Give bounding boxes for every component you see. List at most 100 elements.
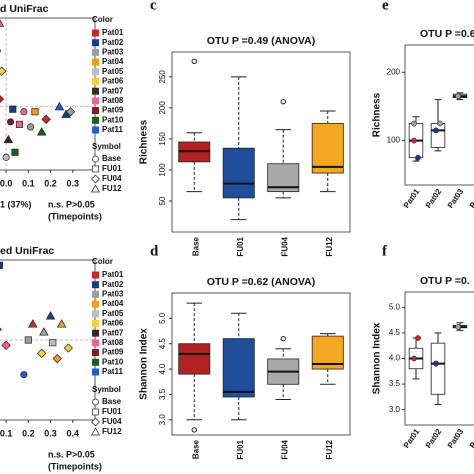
legend-symbol xyxy=(92,165,99,173)
pcoa-panel: d UniFrac 0.0 0.1 0.2 0.3 1 (37%) n.s. P>0.05 (… xyxy=(0,3,124,221)
data-point xyxy=(433,127,439,134)
legend-swatch xyxy=(92,271,99,279)
y-tick-label: 3.0 xyxy=(158,414,167,426)
legend-swatch xyxy=(92,116,99,124)
data-point xyxy=(65,107,76,117)
legend-swatch xyxy=(92,29,99,37)
data-point xyxy=(411,120,417,127)
y-axis-label: Shannon Index xyxy=(372,322,383,394)
box xyxy=(222,147,255,199)
annotation: (Timepoints) xyxy=(48,461,102,471)
legend-swatch xyxy=(92,368,99,376)
y-tick-label: 100 xyxy=(387,136,401,145)
legend-label: Pat02 xyxy=(102,38,124,47)
y-tick-label: 250 xyxy=(158,70,167,84)
x-tick-label: Pat02 xyxy=(424,427,444,450)
y-tick-label: 5.0 xyxy=(158,312,167,324)
data-point xyxy=(455,93,461,100)
x-tick-label: FU01 xyxy=(236,439,245,459)
legend-label: Pat05 xyxy=(102,67,124,76)
data-point xyxy=(0,66,7,76)
legend-label: Base xyxy=(102,154,122,163)
legend-swatch xyxy=(92,310,99,318)
legend-label: Pat10 xyxy=(102,357,124,366)
x-tick-label: FU04 xyxy=(280,439,289,459)
y-tick-label: 3.5 xyxy=(389,379,401,388)
data-point xyxy=(54,101,65,111)
data-point xyxy=(437,120,443,127)
x-tick-label: Pat01 xyxy=(402,187,422,210)
data-point xyxy=(0,19,5,27)
legend-swatch xyxy=(92,349,99,357)
x-tick-label: FU12 xyxy=(325,439,334,459)
y-axis-label: Richness xyxy=(139,119,150,164)
legend-label: Pat06 xyxy=(102,77,124,86)
legend-label: FU01 xyxy=(102,164,122,173)
legend-label: Pat07 xyxy=(102,328,124,337)
legend-label: Pat08 xyxy=(102,96,124,105)
data-point xyxy=(2,153,10,161)
data-point xyxy=(36,127,47,136)
y-tick-label: 200 xyxy=(387,67,401,76)
legend-swatch xyxy=(92,68,99,76)
data-point xyxy=(15,120,23,128)
legend-title: Symbol xyxy=(92,142,121,151)
x-tick-label: FU12 xyxy=(325,236,334,256)
legend-swatch xyxy=(92,339,99,347)
plot-frame xyxy=(404,44,474,186)
y-tick-label: 5.0 xyxy=(389,302,401,311)
x-tick-label: Pat03 xyxy=(446,427,466,450)
data-point xyxy=(0,327,2,332)
legend-label: Pat08 xyxy=(102,338,124,347)
plot-frame xyxy=(171,51,351,233)
y-tick-label: 3.0 xyxy=(389,405,401,414)
x-tick-label: Pat04 xyxy=(468,187,474,210)
legend-label: FU12 xyxy=(102,427,122,436)
x-tick-label: 0.0 xyxy=(0,178,12,188)
data-point xyxy=(455,323,461,330)
x-tick-label: Base xyxy=(191,439,200,459)
legend-swatch xyxy=(92,78,99,85)
boxplot-panel: f OTU P =0. Shannon Index 3.0 3.5 4.0 4.5 5.0 Pa… xyxy=(372,243,474,450)
legend-label: Pat01 xyxy=(102,28,124,37)
data-point xyxy=(20,108,28,116)
y-tick-label: 4.0 xyxy=(389,354,401,363)
data-point xyxy=(0,94,5,104)
legend-symbol xyxy=(92,408,99,416)
x-tick-label: Pat03 xyxy=(446,187,466,210)
panel-title: OTU P =0.6 xyxy=(420,28,474,40)
legend-symbol xyxy=(92,155,99,163)
data-point xyxy=(7,118,15,126)
data-point xyxy=(411,355,417,362)
legend-swatch xyxy=(92,58,99,66)
legend-label: FU01 xyxy=(102,407,122,416)
box xyxy=(178,343,211,375)
panel-title: OTU P =0.62 (ANOVA) xyxy=(207,276,315,288)
outlier xyxy=(191,58,197,65)
panel-letter: c xyxy=(150,0,157,13)
data-point xyxy=(28,319,38,328)
y-axis-label: Richness xyxy=(372,92,383,137)
data-point xyxy=(415,154,421,161)
data-point xyxy=(52,354,62,364)
data-point xyxy=(9,105,17,113)
plot-frame xyxy=(0,17,96,171)
data-point xyxy=(63,343,73,353)
data-point xyxy=(11,148,19,156)
data-point xyxy=(27,123,35,131)
data-point xyxy=(433,360,439,367)
data-point xyxy=(37,348,47,358)
x-tick-label: FU01 xyxy=(236,236,245,256)
legend-swatch xyxy=(92,107,99,115)
x-tick-label: 0.3 xyxy=(44,428,57,438)
x-axis-label: 1 (37%) xyxy=(0,199,32,209)
data-point xyxy=(24,336,32,344)
boxplot-panel: d OTU P =0.62 (ANOVA) Shannon Index 3.0 3.5 4… xyxy=(139,243,351,460)
data-point xyxy=(41,114,51,124)
data-point xyxy=(411,137,417,144)
legend-title: Color xyxy=(92,257,113,266)
y-tick-label: 200 xyxy=(158,101,167,115)
legend-swatch xyxy=(92,290,99,298)
annotation: n.s. P>0.05 xyxy=(48,199,95,209)
